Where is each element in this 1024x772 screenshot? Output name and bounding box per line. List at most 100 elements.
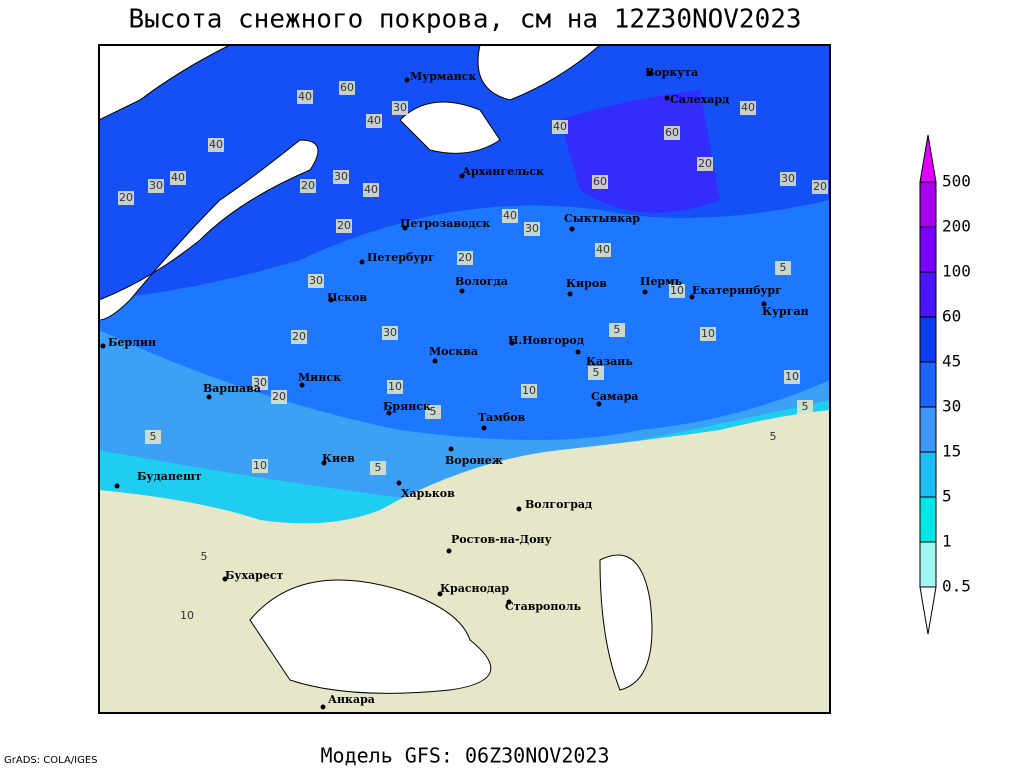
city-label: Мурманск bbox=[410, 70, 476, 83]
contour-label-bg bbox=[797, 400, 813, 414]
contour-label-bg bbox=[308, 274, 324, 288]
city-dot bbox=[761, 301, 767, 307]
contour-label: 5 bbox=[430, 405, 437, 418]
city-label: Краснодар bbox=[440, 582, 509, 595]
contour-label: 20 bbox=[301, 179, 315, 192]
city-label: Самара bbox=[591, 390, 638, 403]
contour-label: 10 bbox=[785, 370, 799, 383]
legend-label: 45 bbox=[942, 352, 961, 371]
contour-label: 20 bbox=[458, 251, 472, 264]
contour-label-bg bbox=[297, 90, 313, 104]
city-dot bbox=[567, 291, 573, 297]
contour-label-bg bbox=[609, 323, 625, 337]
city-dot bbox=[689, 294, 695, 300]
contour-label: 5 bbox=[802, 400, 809, 413]
city-dot bbox=[506, 599, 512, 605]
city-label: Тамбов bbox=[478, 411, 526, 424]
contour-label-bg bbox=[336, 219, 352, 233]
contour-label-bg bbox=[148, 179, 164, 193]
city-label: Ставрополь bbox=[505, 600, 582, 613]
contour-label-bg bbox=[775, 261, 791, 275]
city-dot bbox=[448, 446, 454, 452]
city-dot bbox=[664, 95, 670, 101]
contour-label: 30 bbox=[309, 274, 323, 287]
contour-label-bg bbox=[208, 138, 224, 152]
city-label: Салехард bbox=[670, 93, 729, 106]
contour-label-bg bbox=[252, 376, 268, 390]
city-dot bbox=[446, 548, 452, 554]
city-dot bbox=[509, 340, 515, 346]
city-dot bbox=[459, 173, 465, 179]
contour-label-bg bbox=[392, 101, 408, 115]
city-dot bbox=[404, 77, 410, 83]
city-dot bbox=[299, 382, 305, 388]
city-dot bbox=[100, 343, 106, 349]
contour-label: 30 bbox=[149, 179, 163, 192]
legend-label: 1 bbox=[942, 532, 952, 551]
city-label: Киров bbox=[566, 277, 607, 290]
contour-label: 5 bbox=[780, 261, 787, 274]
contour-label-bg bbox=[252, 459, 268, 473]
city-label: Петрозаводск bbox=[400, 217, 490, 230]
legend-label: 15 bbox=[942, 442, 961, 461]
contour-label: 60 bbox=[340, 81, 354, 94]
contour-label-bg bbox=[145, 430, 161, 444]
city-label: Харьков bbox=[401, 487, 455, 500]
contour-label: 30 bbox=[393, 101, 407, 114]
contour-label-bg bbox=[370, 461, 386, 475]
black-sea bbox=[249, 579, 492, 694]
contour-label-bg bbox=[502, 209, 518, 223]
contour-label-bg bbox=[179, 609, 195, 623]
city-label: Пермь bbox=[640, 275, 683, 288]
contour-label-bg bbox=[363, 183, 379, 197]
contour-label: 30 bbox=[253, 376, 267, 389]
city-dot bbox=[647, 70, 653, 76]
city-label: Анкара bbox=[328, 693, 375, 706]
contour-label: 40 bbox=[503, 209, 517, 222]
city-dot bbox=[596, 401, 602, 407]
contour-label: 5 bbox=[150, 430, 157, 443]
white-sea bbox=[399, 101, 501, 154]
city-label: Петербург bbox=[367, 251, 435, 264]
contour-label-bg bbox=[592, 175, 608, 189]
city-dot bbox=[516, 506, 522, 512]
contour-label-bg bbox=[697, 157, 713, 171]
contour-label-bg bbox=[784, 370, 800, 384]
contour-label-bg bbox=[291, 330, 307, 344]
contour-label: 10 bbox=[701, 327, 715, 340]
contour-label: 10 bbox=[522, 384, 536, 397]
contour-label: 5 bbox=[593, 366, 600, 379]
city-label: Н.Новгород bbox=[508, 334, 584, 347]
contour-label: 5 bbox=[770, 430, 777, 443]
contour-label: 20 bbox=[813, 180, 827, 193]
city-label: Москва bbox=[429, 345, 478, 358]
city-dot bbox=[481, 425, 487, 431]
legend-swatch bbox=[919, 271, 937, 318]
city-label: Будапешт bbox=[137, 470, 202, 483]
city-label: Сыктывкар bbox=[564, 212, 640, 225]
city-dot bbox=[396, 480, 402, 486]
contour-label: 10 bbox=[253, 459, 267, 472]
title: Высота снежного покрова, см на 12Z30NOV2… bbox=[128, 5, 801, 35]
legend-swatch bbox=[919, 316, 937, 363]
contour-label: 20 bbox=[337, 219, 351, 232]
city-label: Вологда bbox=[455, 275, 508, 288]
contour-label-bg bbox=[300, 179, 316, 193]
contour-label-bg bbox=[196, 550, 212, 564]
contour-label-bg bbox=[524, 222, 540, 236]
city-label: Воркута bbox=[645, 66, 698, 79]
city-label: Екатеринбург bbox=[692, 284, 782, 297]
city-dot bbox=[206, 394, 212, 400]
legend-label: 200 bbox=[942, 217, 971, 236]
city-label: Волгоград bbox=[525, 498, 592, 511]
city-dot bbox=[328, 297, 334, 303]
contour-label-bg bbox=[765, 430, 781, 444]
legend-swatch bbox=[919, 226, 937, 273]
city-dot bbox=[437, 591, 443, 597]
city-label: Курган bbox=[762, 305, 809, 318]
contour-label-bg bbox=[387, 380, 403, 394]
contour-label-bg bbox=[740, 101, 756, 115]
contour-label-bg bbox=[382, 326, 398, 340]
contour-label-bg bbox=[333, 170, 349, 184]
legend-label: 500 bbox=[942, 172, 971, 191]
